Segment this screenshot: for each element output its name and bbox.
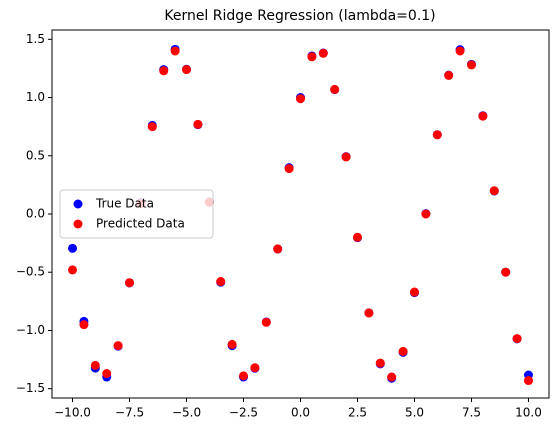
x-tick-label: −7.5: [115, 406, 144, 420]
point: [147, 122, 157, 132]
point: [512, 334, 522, 344]
plot-frame: [51, 29, 550, 399]
y-tick-label: −0.5: [16, 265, 45, 279]
point: [455, 46, 465, 56]
point: [341, 152, 351, 162]
legend-marker: [73, 219, 83, 229]
point: [250, 363, 260, 373]
point: [159, 66, 169, 76]
point: [352, 232, 362, 242]
point: [478, 111, 488, 121]
point: [501, 267, 511, 277]
point: [227, 339, 237, 349]
x-tick-label: 2.5: [348, 406, 367, 420]
legend-label: Predicted Data: [96, 217, 185, 231]
x-tick-label: −10.0: [54, 406, 91, 420]
point: [273, 244, 283, 254]
point: [409, 287, 419, 297]
point: [318, 48, 328, 58]
point: [375, 358, 385, 368]
point: [284, 164, 294, 174]
point: [387, 372, 397, 382]
point: [182, 65, 192, 75]
point: [239, 371, 249, 381]
point: [79, 320, 89, 330]
point: [125, 278, 135, 288]
y-tick-label: 1.0: [26, 90, 45, 104]
point: [523, 376, 533, 386]
legend-box: [59, 189, 214, 239]
point: [193, 119, 203, 129]
legend-label: True Data: [95, 197, 154, 211]
legend-marker: [73, 199, 83, 209]
x-tick-label: −5.0: [172, 406, 201, 420]
point: [68, 265, 78, 275]
point: [113, 341, 123, 351]
point: [364, 308, 374, 318]
y-tick-label: −1.5: [16, 381, 45, 395]
y-tick-label: 0.0: [26, 207, 45, 221]
x-tick-label: −2.5: [229, 406, 258, 420]
y-tick-label: −1.0: [16, 323, 45, 337]
x-tick-label: 10.0: [515, 406, 542, 420]
point: [421, 209, 431, 219]
x-tick-label: 0.0: [291, 406, 310, 420]
point: [307, 52, 317, 62]
x-tick-label: 5.0: [405, 406, 424, 420]
y-tick-label: 0.5: [26, 148, 45, 162]
point: [68, 243, 78, 253]
point: [170, 46, 180, 56]
point: [444, 70, 454, 80]
point: [216, 277, 226, 287]
point: [90, 360, 100, 370]
point: [432, 130, 442, 140]
x-tick-label: 7.5: [462, 406, 481, 420]
point: [398, 346, 408, 356]
point: [489, 186, 499, 196]
point: [330, 84, 340, 94]
point: [102, 369, 112, 379]
y-tick-label: 1.5: [26, 32, 45, 46]
point: [466, 60, 476, 70]
point: [296, 94, 305, 104]
point: [261, 317, 271, 327]
chart-title: Kernel Ridge Regression (lambda=0.1): [164, 8, 435, 24]
